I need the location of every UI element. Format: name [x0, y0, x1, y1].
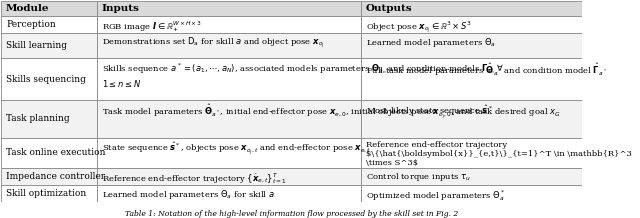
Text: Full task model parameters $\hat{\boldsymbol{\Theta}}_{\boldsymbol{a^*}}$ and co: Full task model parameters $\hat{\boldsy…: [366, 61, 607, 78]
FancyBboxPatch shape: [1, 168, 97, 185]
Text: Most-likely state sequence $\hat{\boldsymbol{s}}^*$: Most-likely state sequence $\hat{\boldsy…: [366, 103, 493, 118]
FancyBboxPatch shape: [97, 58, 362, 100]
FancyBboxPatch shape: [1, 138, 97, 168]
FancyBboxPatch shape: [1, 100, 97, 138]
Text: Skills sequence $\boldsymbol{a^*} = (\boldsymbol{a_1}, \cdots, \boldsymbol{a_N}): Skills sequence $\boldsymbol{a^*} = (\bo…: [102, 61, 504, 89]
Text: Reference end-effector trajectory $\{\dot{\boldsymbol{x}}_{e,t}\}_{t=1}^T$: Reference end-effector trajectory $\{\do…: [102, 171, 287, 186]
FancyBboxPatch shape: [362, 100, 582, 138]
FancyBboxPatch shape: [97, 33, 362, 58]
FancyBboxPatch shape: [1, 58, 97, 100]
FancyBboxPatch shape: [362, 138, 582, 168]
FancyBboxPatch shape: [362, 33, 582, 58]
FancyBboxPatch shape: [97, 168, 362, 185]
Text: Optimized model parameters $\boldsymbol{\Theta_a^*}$: Optimized model parameters $\boldsymbol{…: [366, 188, 505, 203]
Text: Learned model parameters $\boldsymbol{\Theta_a}$: Learned model parameters $\boldsymbol{\T…: [366, 36, 496, 49]
Text: Outputs: Outputs: [366, 4, 413, 13]
Text: Reference end-effector trajectory $\{\hat{\boldsymbol{x}}_{e,t}\}_{t=1}^T \in \m: Reference end-effector trajectory $\{\ha…: [366, 141, 632, 167]
FancyBboxPatch shape: [1, 185, 97, 202]
FancyBboxPatch shape: [362, 1, 582, 16]
Text: Control torque inputs $\boldsymbol{\tau_u}$: Control torque inputs $\boldsymbol{\tau_…: [366, 171, 471, 183]
Text: Table 1: Notation of the high-level information flow processed by the skill set : Table 1: Notation of the high-level info…: [125, 210, 458, 218]
Text: Skill learning: Skill learning: [6, 41, 67, 50]
FancyBboxPatch shape: [97, 1, 362, 16]
FancyBboxPatch shape: [97, 138, 362, 168]
Text: Perception: Perception: [6, 20, 56, 29]
FancyBboxPatch shape: [97, 100, 362, 138]
FancyBboxPatch shape: [97, 185, 362, 202]
Text: Module: Module: [6, 4, 49, 13]
FancyBboxPatch shape: [362, 58, 582, 100]
Text: Learned model parameters $\boldsymbol{\Theta_a}$ for skill $a$: Learned model parameters $\boldsymbol{\T…: [102, 188, 275, 201]
FancyBboxPatch shape: [362, 16, 582, 33]
Text: Object pose $\boldsymbol{x}_{o_j} \in \mathbb{R}^3 \times S^3$: Object pose $\boldsymbol{x}_{o_j} \in \m…: [366, 19, 472, 35]
Text: Inputs: Inputs: [102, 4, 140, 13]
FancyBboxPatch shape: [362, 185, 582, 202]
Text: Task planning: Task planning: [6, 114, 70, 123]
FancyBboxPatch shape: [1, 1, 97, 16]
Text: Task model parameters $\hat{\boldsymbol{\Theta}}_{\boldsymbol{a^*}}$, initial en: Task model parameters $\hat{\boldsymbol{…: [102, 103, 561, 121]
Text: Task online execution: Task online execution: [6, 148, 106, 157]
FancyBboxPatch shape: [1, 33, 97, 58]
Text: State sequence $\hat{\boldsymbol{s}}^*$, objects pose $\boldsymbol{x}_{o_j,t}$ a: State sequence $\hat{\boldsymbol{s}}^*$,…: [102, 141, 371, 157]
FancyBboxPatch shape: [362, 168, 582, 185]
FancyBboxPatch shape: [97, 16, 362, 33]
Text: Skills sequencing: Skills sequencing: [6, 75, 86, 84]
Text: Impedance controller: Impedance controller: [6, 172, 105, 181]
Text: RGB image $\boldsymbol{I} \in \mathbb{R}_+^{W \times H \times 3}$: RGB image $\boldsymbol{I} \in \mathbb{R}…: [102, 19, 202, 34]
Text: Demonstrations set $\mathrm{D_a}$ for skill $a$ and object pose $\boldsymbol{x}_: Demonstrations set $\mathrm{D_a}$ for sk…: [102, 36, 324, 50]
Text: Skill optimization: Skill optimization: [6, 189, 86, 198]
FancyBboxPatch shape: [1, 16, 97, 33]
